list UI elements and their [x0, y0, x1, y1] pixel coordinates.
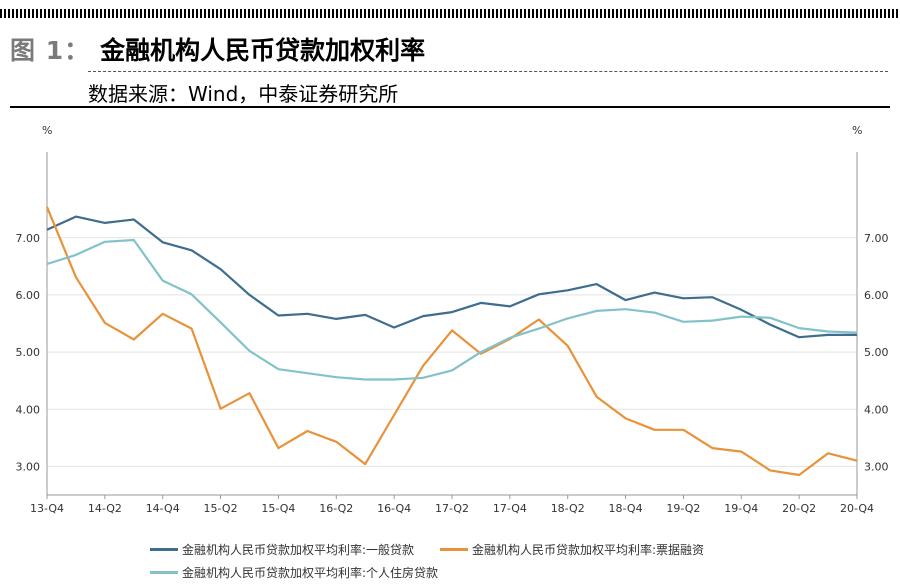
y-tick-label-left: 3.00	[16, 460, 41, 473]
x-tick-label: 16-Q2	[319, 502, 353, 515]
figure-label: 图 1：	[10, 36, 91, 65]
y-tick-label-right: 6.00	[864, 289, 889, 302]
legend-label: 金融机构人民币贷款加权平均利率:个人住房贷款	[182, 566, 439, 580]
x-tick-label: 18-Q4	[609, 502, 643, 515]
y-tick-label-left: 4.00	[16, 403, 41, 416]
y-tick-label-right: 5.00	[864, 346, 889, 359]
right-unit-label: %	[852, 124, 862, 137]
x-tick-label: 20-Q4	[840, 502, 874, 515]
figure-header: 图 1： 金融机构人民币贷款加权利率	[10, 31, 425, 67]
series-line-1	[45, 206, 858, 477]
x-tick-label: 18-Q2	[551, 502, 585, 515]
x-tick-label: 19-Q4	[724, 502, 758, 515]
y-tick-label-right: 7.00	[864, 232, 889, 245]
x-tick-label: 20-Q2	[782, 502, 816, 515]
legend-swatch	[150, 571, 178, 574]
legend-item-general-loans: 金融机构人民币贷款加权平均利率:一般贷款	[150, 541, 414, 558]
y-tick-label-left: 6.00	[16, 289, 41, 302]
x-tick-label: 13-Q4	[30, 502, 64, 515]
x-tick-label: 17-Q4	[493, 502, 527, 515]
series-line-2	[46, 238, 858, 381]
title-dashed-rule	[88, 71, 888, 72]
x-tick-label: 15-Q2	[204, 502, 238, 515]
left-unit-label: %	[42, 124, 52, 137]
y-tick-label-left: 5.00	[16, 346, 41, 359]
legend-item-mortgage-loans: 金融机构人民币贷款加权平均利率:个人住房贷款	[150, 564, 438, 581]
x-tick-label: 14-Q2	[88, 502, 122, 515]
x-tick-label: 17-Q2	[435, 502, 469, 515]
figure-source: 数据来源：Wind，中泰证券研究所	[88, 82, 399, 106]
x-tick-label: 19-Q2	[666, 502, 700, 515]
y-tick-label-left: 7.00	[16, 232, 41, 245]
legend-label: 金融机构人民币贷款加权平均利率:一般贷款	[182, 543, 415, 557]
figure-title: 金融机构人民币贷款加权利率	[100, 36, 426, 65]
legend-label: 金融机构人民币贷款加权平均利率:票据融资	[472, 543, 705, 557]
y-tick-label-right: 3.00	[864, 460, 889, 473]
legend-item-bill-financing: 金融机构人民币贷款加权平均利率:票据融资	[440, 541, 704, 558]
top-dotted-rule	[0, 9, 900, 18]
y-tick-label-right: 4.00	[864, 403, 889, 416]
series-line-0	[46, 215, 857, 339]
x-tick-label: 16-Q4	[377, 502, 411, 515]
x-tick-label: 14-Q4	[146, 502, 180, 515]
header-solid-rule	[10, 106, 890, 108]
legend-swatch	[150, 548, 178, 551]
x-tick-label: 15-Q4	[261, 502, 295, 515]
legend-swatch	[440, 548, 468, 551]
